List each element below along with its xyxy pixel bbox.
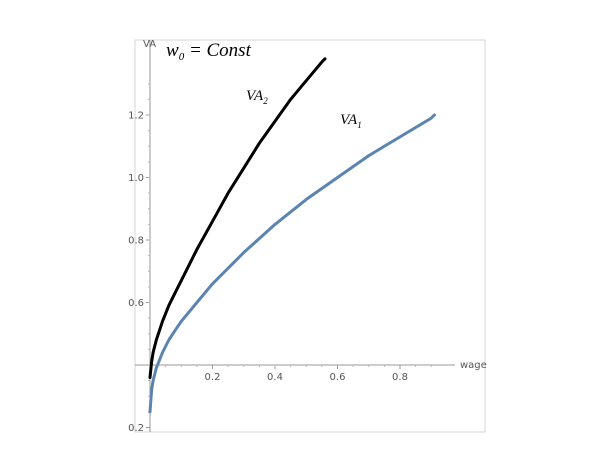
x-tick-label: 0.2 [205,372,221,383]
y-axis-label: VA [143,39,156,50]
annotation-va1-sub: 1 [357,120,362,130]
series-layer [148,57,436,414]
plot-frame [134,39,486,433]
y-tick-label: 0.2 [128,423,144,434]
series-line-2 [148,113,436,414]
annotation-w0-base: w [166,40,179,61]
x-tick-label: 0.8 [392,372,408,383]
y-tick-label: 0.6 [128,298,144,309]
annotation-va2-base: VA [246,88,264,104]
annotation-w0-rest: = Const [184,40,251,61]
annotation-va2: VA2 [246,88,268,106]
annotation-w0-sub: 0 [179,51,185,63]
annotation-va1: VA1 [340,112,362,130]
annotation-va2-sub: 2 [263,96,268,106]
y-tick-label: 1.0 [128,173,144,184]
x-tick-label: 0.4 [267,372,283,383]
annotation-va1-base: VA [340,112,358,128]
y-tick-label: 1.2 [128,111,144,122]
x-axis-label: wage [460,360,487,371]
x-tick-label: 0.6 [330,372,346,383]
annotation-w0-const: w0 = Const [166,40,252,63]
y-tick-label: 0.8 [128,236,144,247]
series-line-1 [148,57,327,379]
axes: 0.2 0.4 0.6 0.8 0.2 0.6 0.8 1.0 1.2 [128,40,455,434]
